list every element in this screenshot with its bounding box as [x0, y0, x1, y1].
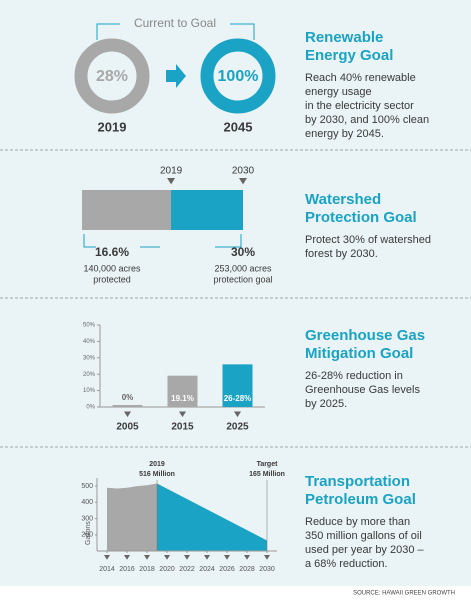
annotation: 2019 — [149, 461, 165, 468]
y-tick-label: 20% — [83, 372, 96, 378]
section-title: Renewable — [305, 29, 383, 46]
y-tick-label: 500 — [81, 483, 93, 490]
donut-label: 100% — [218, 68, 259, 85]
y-tick-label: 10% — [83, 388, 96, 394]
x-tick-label: 2018 — [139, 566, 155, 573]
marker-label: 2019 — [160, 166, 183, 177]
marker-label: 2030 — [232, 166, 255, 177]
bar — [112, 405, 143, 407]
section-description: by 2030, and 100% clean — [305, 114, 429, 126]
marker — [204, 555, 210, 560]
section-description: energy by 2045. — [305, 128, 384, 140]
section-description: used per year by 2030 – — [305, 544, 425, 556]
x-tick-label: 2025 — [226, 422, 249, 433]
note: protection goal — [213, 274, 272, 284]
marker — [124, 411, 131, 418]
donut-ring — [200, 38, 276, 114]
section-description: a 68% reduction. — [305, 558, 388, 570]
x-tick-label: 2024 — [199, 566, 215, 573]
note: 253,000 acres — [214, 263, 272, 273]
y-tick-label: 0% — [86, 405, 95, 411]
section-description: in the electricity sector — [305, 100, 414, 112]
marker — [234, 411, 241, 418]
section-description: 350 million gallons of oil — [305, 530, 422, 542]
section-title: Greenhouse Gas — [305, 327, 425, 344]
annotation: 165 Million — [249, 471, 285, 478]
section-description: 26-28% reduction in — [305, 370, 403, 382]
y-tick-label: 200 — [81, 532, 93, 539]
donut-ring — [74, 38, 150, 114]
section-title: Watershed — [305, 191, 381, 208]
value-label: 26-28% — [224, 394, 252, 403]
section-title: Transportation — [305, 473, 410, 490]
marker — [164, 555, 170, 560]
bullet-bar — [82, 190, 172, 230]
marker — [167, 178, 176, 185]
bracket — [230, 23, 255, 40]
section-title: Energy Goal — [305, 47, 393, 64]
year-label: 2019 — [98, 119, 127, 134]
y-tick-label: 50% — [83, 323, 96, 329]
y-tick-label: 300 — [81, 515, 93, 522]
bracket — [215, 234, 242, 248]
marker — [184, 555, 190, 560]
x-tick-label: 2005 — [116, 422, 139, 433]
section-description: Protect 30% of watershed — [305, 234, 431, 246]
arrow — [166, 64, 186, 88]
x-tick-label: 2014 — [99, 566, 115, 573]
section-title: Mitigation Goal — [305, 345, 413, 362]
section-description: energy usage — [305, 86, 372, 98]
x-tick-label: 2015 — [171, 422, 194, 433]
value-label: 30% — [231, 245, 255, 259]
footer — [0, 586, 471, 600]
background — [0, 0, 471, 586]
value-label: 0% — [122, 393, 134, 402]
note: protected — [93, 274, 131, 284]
bracket — [83, 234, 96, 248]
x-tick-label: 2030 — [259, 566, 275, 573]
marker — [124, 555, 130, 560]
x-tick-label: 2028 — [239, 566, 255, 573]
section-description: Reduce by more than — [305, 516, 410, 528]
section-title: Petroleum Goal — [305, 491, 416, 508]
section-description: forest by 2030. — [305, 248, 378, 260]
area — [157, 483, 267, 551]
marker — [244, 555, 250, 560]
section-description: Greenhouse Gas levels — [305, 384, 420, 396]
note: 140,000 acres — [83, 263, 141, 273]
donut-title: Current to Goal — [134, 16, 216, 30]
marker — [239, 178, 247, 185]
x-tick-label: 2016 — [119, 566, 135, 573]
value-label: 19.1% — [171, 394, 194, 403]
y-tick-label: 40% — [83, 339, 96, 345]
bracket — [96, 23, 120, 40]
bar — [222, 364, 253, 407]
section-description: Reach 40% renewable — [305, 72, 416, 84]
section-description: by 2025. — [305, 398, 347, 410]
marker — [224, 555, 230, 560]
x-tick-label: 2020 — [159, 566, 175, 573]
annotation: 516 Million — [139, 471, 175, 478]
y-tick-label: 30% — [83, 355, 96, 361]
marker — [264, 555, 270, 560]
area — [107, 483, 157, 551]
source: SOURCE: HAWAII GREEN GROWTH — [353, 591, 455, 597]
x-tick-label: 2026 — [219, 566, 235, 573]
y-axis-label: Gallons — [85, 521, 92, 545]
donut-label: 28% — [96, 68, 128, 85]
marker — [144, 555, 150, 560]
marker — [104, 555, 110, 560]
y-tick-label: 400 — [81, 499, 93, 506]
section-title: Protection Goal — [305, 209, 417, 226]
value-label: 16.6% — [95, 245, 129, 259]
bar — [167, 375, 198, 407]
marker — [179, 411, 186, 418]
x-tick-label: 2022 — [179, 566, 195, 573]
year-label: 2045 — [224, 119, 253, 134]
annotation: Target — [257, 461, 279, 468]
